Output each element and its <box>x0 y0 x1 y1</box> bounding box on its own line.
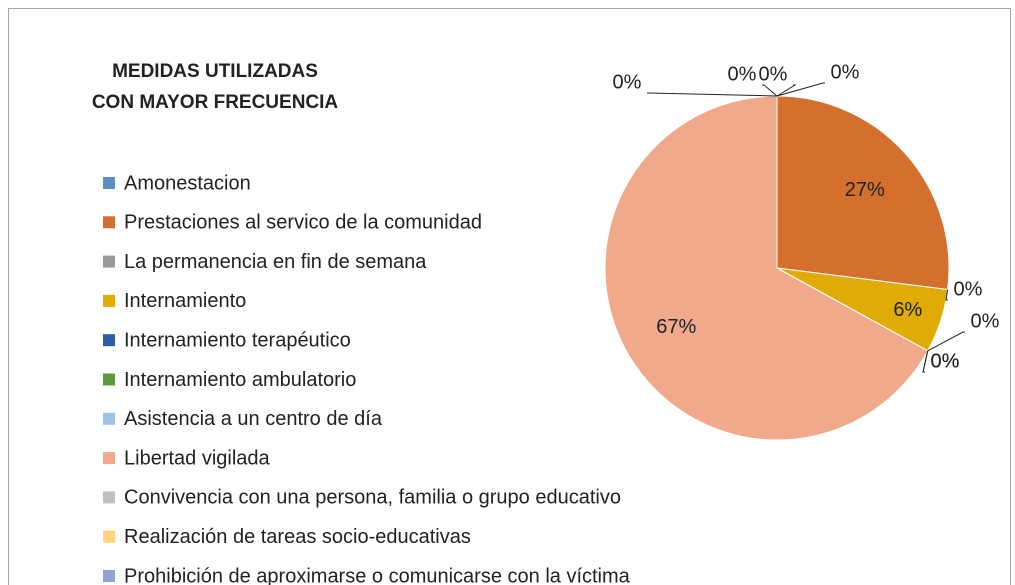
chart-title: MEDIDAS UTILIZADAS <box>112 61 318 82</box>
data-label: 0% <box>759 63 788 85</box>
legend-label: Amonestacion <box>124 172 251 194</box>
data-label: 67% <box>656 316 696 338</box>
legend-swatch <box>103 255 115 268</box>
legend-label: La permanencia en fin de semana <box>124 251 427 273</box>
legend-label: Internamiento terapéutico <box>124 329 351 351</box>
legend-swatch <box>103 177 115 189</box>
legend-label: Libertad vigilada <box>124 447 271 469</box>
legend-label: Realización de tareas socio-educativas <box>124 526 471 548</box>
data-label: 0% <box>954 278 983 300</box>
legend-swatch <box>103 412 115 425</box>
legend-swatch <box>103 530 115 543</box>
legend-label: Internamiento ambulatorio <box>124 369 356 391</box>
legend-label: Asistencia a un centro de día <box>124 408 383 430</box>
leader-line <box>922 350 929 373</box>
data-label: 0% <box>831 61 860 83</box>
chart-border <box>8 8 1011 585</box>
data-label: 27% <box>845 179 885 201</box>
legend-swatch <box>103 570 115 582</box>
pie-slice <box>604 95 929 441</box>
leader-line <box>762 84 778 97</box>
legend-swatch <box>103 452 115 465</box>
chart-title: CON MAYOR FRECUENCIA <box>92 92 339 113</box>
legend-swatch <box>103 491 115 504</box>
data-label: 0% <box>971 310 1000 332</box>
legend-label: Internamiento <box>124 290 246 312</box>
leader-line <box>927 331 965 352</box>
leader-line <box>776 84 797 97</box>
data-label: 0% <box>931 350 960 372</box>
leader-line <box>776 82 825 97</box>
legend-label: Convivencia con una persona, familia o g… <box>124 487 621 509</box>
data-label: 0% <box>728 63 757 85</box>
legend-swatch <box>103 294 115 307</box>
pie-slice <box>776 95 950 291</box>
legend-swatch <box>103 334 115 347</box>
leader-line <box>945 289 949 301</box>
legend-label: Prohibición de aproximarse o comunicarse… <box>124 565 631 585</box>
data-label: 0% <box>613 71 642 93</box>
data-label: 6% <box>893 299 922 321</box>
legend-swatch <box>103 216 115 229</box>
data-label: 0% <box>931 350 960 372</box>
legend-swatch <box>103 373 115 386</box>
legend-label: Prestaciones al servico de la comunidad <box>124 212 482 234</box>
leader-line <box>647 92 778 97</box>
